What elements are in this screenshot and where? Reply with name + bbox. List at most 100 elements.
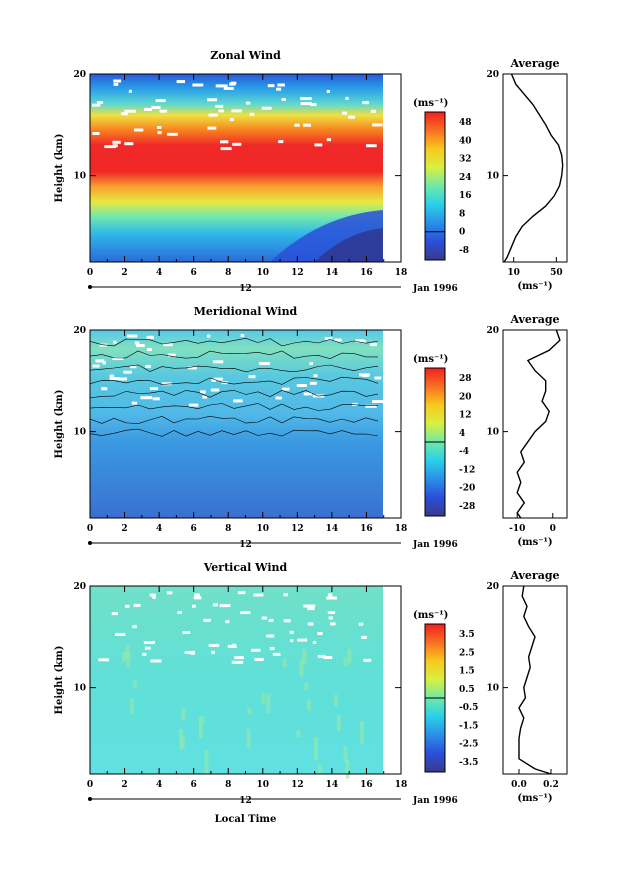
colorbar-tick-label: 20 — [459, 392, 472, 402]
missing-data-patch — [328, 616, 333, 620]
missing-data-patch — [112, 144, 118, 148]
missing-data-patch — [92, 103, 101, 107]
missing-data-patch — [104, 145, 116, 149]
missing-data-patch — [113, 79, 122, 83]
x-tick-label: 8 — [225, 268, 231, 278]
missing-data-patch — [372, 123, 383, 127]
updraft-streak — [132, 680, 137, 689]
missing-data-patch — [248, 375, 256, 379]
missing-data-patch — [194, 593, 200, 597]
missing-data-patch — [245, 101, 251, 105]
missing-data-patch — [370, 109, 376, 113]
colorbar-tick-label: 2.5 — [459, 648, 475, 658]
missing-data-patch — [240, 334, 245, 337]
x-tick-label: 10 — [257, 268, 270, 278]
missing-data-patch — [188, 366, 197, 370]
x-tick-label: 18 — [395, 524, 408, 534]
updraft-streak — [296, 730, 301, 738]
missing-data-patch — [130, 365, 137, 369]
missing-data-patch — [334, 338, 342, 342]
missing-data-patch — [345, 96, 349, 100]
updraft-streak — [122, 652, 127, 662]
x-tick-label: 2 — [121, 524, 127, 534]
missing-data-patch — [155, 99, 166, 103]
missing-data-patch — [253, 593, 264, 597]
zero-contour — [89, 415, 379, 425]
missing-data-patch — [215, 104, 224, 108]
missing-data-patch — [237, 591, 246, 595]
colorbar-tick-label: -1.5 — [459, 721, 478, 731]
x-tick-label: 18 — [395, 780, 408, 790]
missing-data-patch — [289, 630, 294, 634]
missing-data-patch — [323, 656, 333, 659]
updraft-streak — [343, 657, 348, 667]
missing-data-patch — [109, 377, 120, 380]
updraft-streak — [181, 707, 186, 721]
avg-x-tick-label: 0.2 — [543, 780, 559, 790]
missing-data-patch — [98, 658, 110, 662]
missing-data-patch — [307, 622, 314, 626]
missing-data-patch — [317, 632, 323, 635]
x-tick-label: 16 — [360, 524, 373, 534]
heatmap-field — [90, 586, 383, 774]
colorbar-unit: (ms⁻¹) — [413, 354, 448, 365]
heatmap-field — [90, 330, 383, 518]
missing-data-patch — [203, 618, 211, 622]
missing-data-patch — [143, 108, 152, 111]
x-tick-label: 0 — [87, 780, 93, 790]
colorbar-tick-label: 40 — [459, 136, 472, 146]
missing-data-patch — [227, 644, 237, 648]
missing-data-patch — [231, 660, 244, 664]
missing-data-patch — [374, 376, 382, 380]
missing-data-patch — [261, 616, 267, 620]
missing-data-patch — [118, 377, 127, 381]
missing-data-patch — [208, 643, 220, 647]
missing-data-patch — [314, 143, 323, 147]
missing-data-patch — [352, 402, 358, 406]
missing-data-patch — [223, 86, 234, 90]
updraft-streak — [304, 682, 309, 690]
panel-title: Zonal Wind — [210, 49, 281, 62]
missing-data-patch — [102, 361, 106, 365]
missing-data-patch — [159, 109, 168, 113]
average-frame — [502, 329, 568, 519]
missing-data-patch — [269, 647, 275, 651]
colorbar-unit: (ms⁻¹) — [413, 98, 448, 109]
colorbar-tick-label: -3.5 — [459, 758, 478, 768]
missing-data-patch — [182, 631, 191, 634]
missing-data-patch — [213, 360, 224, 364]
missing-data-patch — [324, 337, 333, 341]
x-tick-label: 4 — [156, 268, 162, 278]
missing-data-patch — [277, 83, 285, 87]
missing-data-patch — [232, 142, 242, 146]
missing-data-patch — [303, 123, 311, 127]
avg-y-tick-label: 10 — [486, 684, 499, 694]
missing-data-patch — [143, 641, 155, 644]
missing-data-patch — [115, 632, 126, 636]
missing-data-patch — [326, 138, 332, 142]
updraft-streak — [347, 648, 352, 664]
missing-data-patch — [283, 619, 291, 623]
missing-data-patch — [370, 343, 377, 347]
zero-contour — [89, 403, 378, 411]
updraft-streak — [359, 721, 364, 745]
missing-data-patch — [145, 364, 151, 368]
missing-data-patch — [362, 374, 369, 378]
updraft-streak — [282, 658, 287, 668]
missing-data-patch — [303, 392, 313, 396]
missing-data-patch — [275, 396, 282, 400]
y-axis-label: Height (km) — [54, 390, 65, 459]
missing-data-patch — [300, 97, 312, 101]
missing-data-patch — [149, 387, 158, 390]
missing-data-patch — [124, 142, 134, 146]
x-tick-label: 4 — [156, 524, 162, 534]
missing-data-patch — [303, 604, 316, 608]
missing-data-patch — [312, 641, 317, 644]
missing-data-patch — [192, 83, 204, 87]
missing-data-patch — [327, 611, 336, 614]
colorbar-tick-label: -4 — [459, 447, 469, 457]
missing-data-patch — [310, 103, 317, 107]
average-title: Average — [509, 313, 559, 326]
missing-data-patch — [109, 374, 115, 378]
